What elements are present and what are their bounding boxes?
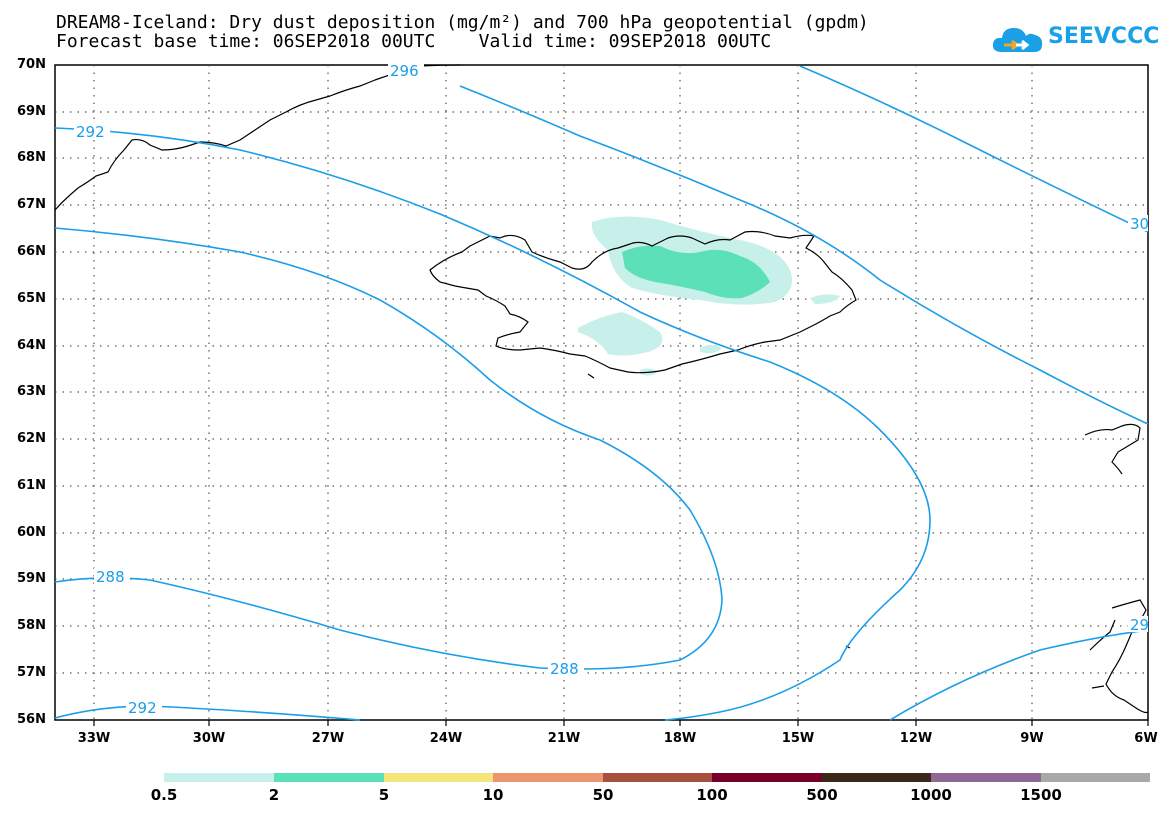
lat-label: 68N — [17, 150, 46, 165]
lat-label: 70N — [17, 57, 46, 72]
contour-label-292: 292 — [76, 123, 105, 141]
colorbar-label: 500 — [806, 786, 838, 804]
colorbar-label: 0.5 — [150, 786, 178, 804]
lat-label: 64N — [17, 338, 46, 353]
lon-label: 27W — [311, 731, 345, 746]
cloud-icon — [992, 28, 1043, 52]
lon-label: 6W — [1134, 731, 1158, 746]
lat-label: 69N — [17, 104, 46, 119]
contour-label-288-west: 288 — [96, 568, 125, 586]
map-frame — [54, 64, 1149, 721]
lat-label: 58N — [17, 618, 46, 633]
lat-label: 60N — [17, 525, 46, 540]
lat-label: 66N — [17, 244, 46, 259]
lat-label: 62N — [17, 431, 46, 446]
seevccc-logo: SEEVCCC — [990, 18, 1160, 58]
logo-text: SEEVCCC — [1048, 24, 1160, 49]
lat-label: 57N — [17, 665, 46, 680]
coastline — [54, 64, 1149, 714]
lat-label: 61N — [17, 478, 46, 493]
colorbar-swatch — [931, 773, 1041, 782]
contour-label-30: 30 — [1130, 215, 1149, 233]
colorbar-swatch — [384, 773, 493, 782]
lat-label: 65N — [17, 291, 46, 306]
lon-label: 30W — [192, 731, 226, 746]
lon-label: 24W — [429, 731, 463, 746]
lat-label: 67N — [17, 197, 46, 212]
colorbar-label: 50 — [592, 786, 614, 804]
lon-label: 18W — [663, 731, 697, 746]
colorbar-swatch — [164, 773, 274, 782]
colorbar-label: 1500 — [1020, 786, 1062, 804]
contour-labels: 296 292 30 288 288 292 29 — [74, 62, 1149, 717]
colorbar-label: 10 — [482, 786, 504, 804]
dust-deposition-field — [578, 216, 840, 376]
lat-label: 59N — [17, 571, 46, 586]
map-title: DREAM8-Iceland: Dry dust deposition (mg/… — [56, 12, 869, 33]
lat-label: 56N — [17, 712, 46, 727]
lon-label: 21W — [547, 731, 581, 746]
colorbar-swatch — [603, 773, 712, 782]
map-subtitle: Forecast base time: 06SEP2018 00UTC Vali… — [56, 31, 772, 52]
lon-label: 12W — [899, 731, 933, 746]
colorbar-label: 5 — [378, 786, 390, 804]
colorbar-swatch — [822, 773, 931, 782]
colorbar-label: 2 — [268, 786, 280, 804]
colorbar-label: 100 — [696, 786, 728, 804]
colorbar-swatch — [1041, 773, 1150, 782]
contour-label-292-south: 292 — [128, 699, 157, 717]
colorbar-label: 1000 — [910, 786, 952, 804]
geopotential-contours — [54, 65, 1149, 721]
colorbar-swatch — [274, 773, 384, 782]
contour-label-29: 29 — [1130, 616, 1149, 634]
lon-label: 15W — [781, 731, 815, 746]
contour-label-296: 296 — [390, 62, 419, 80]
lon-label: 9W — [1020, 731, 1044, 746]
colorbar-swatch — [493, 773, 603, 782]
contour-label-288-south: 288 — [550, 660, 579, 678]
lon-label: 33W — [77, 731, 111, 746]
lat-label: 63N — [17, 384, 46, 399]
colorbar-swatch — [712, 773, 822, 782]
axis-ticks — [93, 720, 1149, 726]
